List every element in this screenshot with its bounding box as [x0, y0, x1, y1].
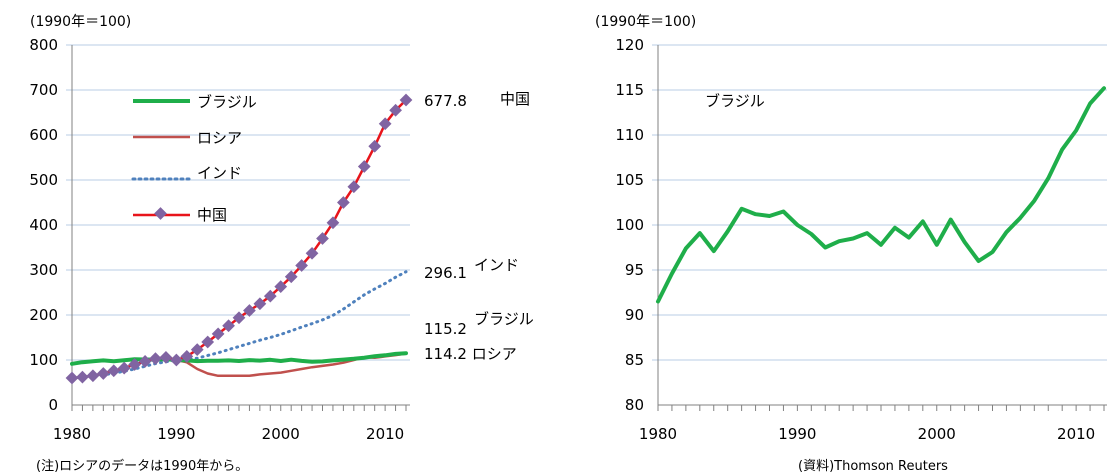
left-unit-label: (1990年＝100): [30, 14, 131, 30]
footnote: (注)ロシアのデータは1990年から。: [36, 458, 248, 473]
left-china-marker: [86, 369, 100, 383]
right-xtick-label: 2000: [918, 425, 956, 443]
left-china-marker: [284, 270, 298, 284]
left-ytick-label: 600: [29, 126, 58, 144]
left-ytick-label: 300: [29, 261, 58, 279]
left-china-marker: [128, 358, 141, 371]
legend-marker-china: [154, 207, 167, 220]
left-china-marker: [232, 311, 246, 325]
left-china-marker: [138, 354, 152, 368]
legend-label-india: インド: [197, 164, 242, 182]
right-ytick-label: 85: [625, 351, 644, 369]
label-china-value: 677.8: [424, 92, 467, 110]
left-china-marker: [159, 350, 173, 364]
legend: ブラジル ロシア インド 中国: [131, 93, 257, 224]
left-ytick-label: 500: [29, 171, 58, 189]
left-xtick-label: 2000: [262, 425, 300, 443]
left-china-marker: [222, 319, 235, 333]
legend-label-brazil: ブラジル: [197, 93, 257, 111]
right-xtick-label: 2010: [1057, 425, 1095, 443]
right-ytick-label: 115: [615, 81, 644, 99]
label-brazil-name: ブラジル: [474, 310, 534, 328]
left-ytick-label: 700: [29, 81, 58, 99]
label-india-name: インド: [474, 256, 519, 274]
left-china-marker: [253, 297, 267, 311]
right-ytick-label: 110: [615, 126, 644, 144]
left-china-marker: [201, 335, 215, 349]
left-series-line-brazil: [70, 351, 408, 366]
left-china-marker: [274, 280, 288, 293]
left-china-marker: [243, 304, 256, 317]
left-xtick-label: 1980: [53, 425, 91, 443]
left-china-marker: [263, 289, 277, 303]
left-china-marker: [368, 139, 382, 153]
right-ytick-label: 90: [625, 306, 644, 324]
label-india-value: 296.1: [424, 264, 467, 282]
right-ytick-label: 105: [615, 171, 644, 189]
legend-label-russia: ロシア: [197, 129, 242, 147]
left-ytick-label: 200: [29, 306, 58, 324]
right-xtick-label: 1980: [639, 425, 677, 443]
label-russia: 114.2 ロシア: [424, 345, 517, 363]
legend-label-china: 中国: [197, 206, 227, 224]
left-china-marker: [378, 117, 392, 131]
left-china-marker: [76, 370, 89, 384]
left-xtick-label: 1990: [157, 425, 195, 443]
left-ytick-label: 400: [29, 216, 58, 234]
right-series-line-brazil: [656, 86, 1106, 304]
left-china-marker: [149, 352, 162, 365]
left-china-marker: [96, 367, 110, 380]
label-brazil-value: 115.2: [424, 320, 467, 338]
right-series-label: ブラジル: [705, 92, 765, 110]
left-china-marker: [357, 160, 371, 173]
right-ytick-label: 120: [615, 36, 644, 54]
left-china-marker: [211, 327, 225, 341]
left-ytick-label: 0: [48, 396, 58, 414]
left-china-marker: [295, 259, 308, 272]
right-ytick-label: 100: [615, 216, 644, 234]
left-china-marker: [65, 371, 79, 385]
right-chart: 80 85 90 95 100 105 110 115 120 1980 1990 2000 2010: [615, 36, 1107, 443]
source-note: (資料)Thomson Reuters: [798, 459, 948, 473]
label-china-name: 中国: [500, 90, 530, 108]
left-china-marker: [180, 350, 194, 363]
left-china-marker: [337, 196, 350, 209]
right-ytick-label: 95: [625, 261, 644, 279]
left-ytick-label: 800: [29, 36, 58, 54]
right-ytick-label: 80: [625, 396, 644, 414]
left-china-marker: [316, 232, 329, 245]
left-ytick-label: 100: [29, 351, 58, 369]
right-xtick-label: 1990: [778, 425, 816, 443]
left-china-marker: [170, 353, 183, 367]
right-unit-label: (1990年＝100): [595, 14, 696, 30]
left-xtick-label: 2010: [366, 425, 404, 443]
